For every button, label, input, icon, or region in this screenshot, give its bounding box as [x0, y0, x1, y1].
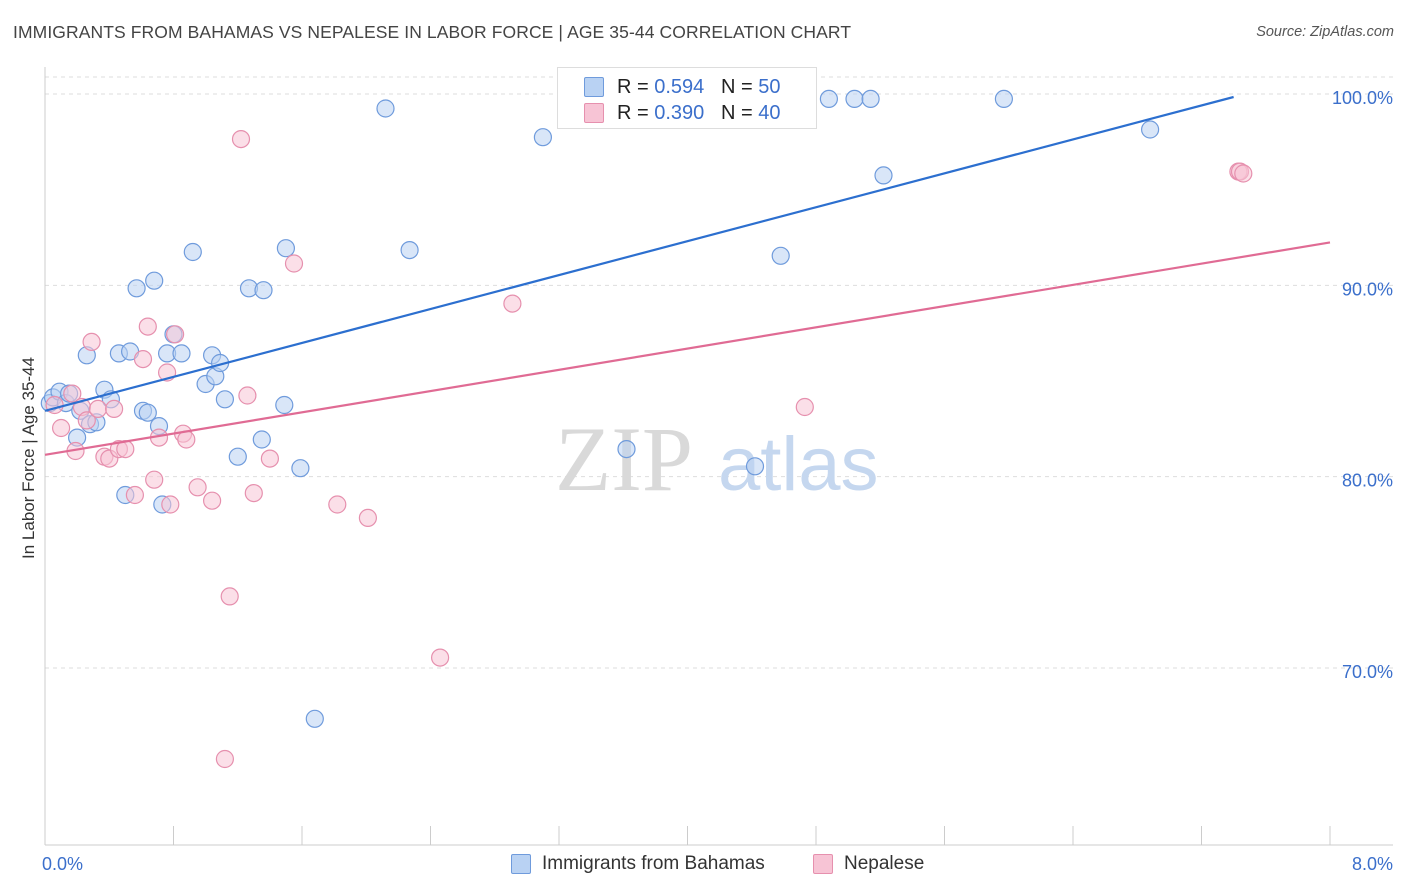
nepalese-point — [284, 254, 304, 273]
nepalese-point — [795, 397, 814, 417]
bahamas-point — [183, 242, 202, 262]
nepalese-point — [215, 749, 234, 769]
nepalese-point — [1234, 164, 1253, 183]
trend-lines — [44, 95, 1331, 456]
bahamas-point — [305, 709, 324, 728]
nepalese-point — [104, 399, 124, 418]
bahamas-point — [771, 246, 790, 265]
bahamas-point — [819, 89, 839, 109]
nepalese-point — [328, 495, 347, 514]
legend-swatch-blue — [584, 77, 604, 97]
nepalese-point — [63, 384, 82, 403]
axes — [44, 67, 1393, 846]
bahamas-point — [745, 457, 765, 476]
bahamas-point — [617, 440, 636, 459]
bahamas-trend-line — [44, 95, 1234, 412]
nepalese-point — [88, 399, 108, 418]
legend-n-label: N = — [720, 102, 759, 124]
bahamas-point — [994, 89, 1014, 109]
tick-labels: 70.0% 80.0% 90.0% 100.0% 0.0% 8.0% — [42, 88, 1393, 874]
series-name-bahamas: Immigrants from Bahamas — [542, 853, 765, 874]
nepalese-point — [82, 332, 101, 351]
x-tick-label-min: 0.0% — [42, 854, 83, 874]
bahamas-point — [215, 390, 234, 409]
nepalese-point — [161, 495, 180, 514]
bahamas-point — [400, 241, 419, 260]
nepalese-point — [166, 325, 185, 344]
nepalese-point — [138, 317, 157, 336]
y-axis-label: In Labor Force | Age 35-44 — [19, 357, 38, 559]
bahamas-point — [861, 89, 880, 109]
nepalese-point — [77, 411, 96, 430]
nepalese-trend-line — [44, 241, 1331, 456]
bahamas-point — [228, 447, 247, 466]
chart-title: IMMIGRANTS FROM BAHAMAS VS NEPALESE IN L… — [13, 22, 852, 42]
legend-n-value: 40 — [758, 102, 781, 124]
source-credit: Source: ZipAtlas.com — [1256, 24, 1394, 40]
legend-n-value: 50 — [758, 76, 781, 98]
y-tick-label: 70.0% — [1342, 662, 1393, 682]
bahamas-point — [533, 128, 553, 147]
legend-r-value: 0.594 — [654, 76, 705, 98]
bahamas-point — [127, 279, 146, 298]
nepalese-point — [238, 386, 257, 405]
y-tick-label: 80.0% — [1342, 471, 1393, 491]
y-tick-label: 100.0% — [1332, 88, 1393, 108]
stats-legend: R = 0.594 N = 50 R = 0.390 N = 40 — [557, 67, 817, 129]
bahamas-point — [376, 99, 395, 118]
bahamas-point — [275, 395, 294, 415]
gridlines — [45, 76, 1393, 669]
watermark-zip: ZIP — [555, 408, 693, 510]
x-tick-label-max: 8.0% — [1352, 854, 1393, 874]
nepalese-point — [203, 491, 222, 510]
bahamas-point — [145, 271, 164, 290]
bahamas-point — [276, 239, 295, 258]
bahamas-point — [1140, 120, 1160, 139]
series-swatch-pink — [813, 854, 833, 874]
bahamas-point — [254, 281, 273, 300]
nepalese-point — [188, 478, 207, 497]
nepalese-point — [220, 587, 239, 606]
legend-n-label: N = — [720, 76, 759, 98]
nepalese-point — [431, 648, 450, 667]
nepalese-point — [358, 508, 377, 528]
bahamas-point — [874, 166, 893, 185]
bahamas-point — [845, 89, 864, 109]
legend-r-label: R = — [617, 76, 655, 98]
legend-r-label: R = — [617, 102, 655, 124]
watermark: ZIP atlas — [555, 408, 879, 510]
nepalese-point — [51, 418, 71, 438]
nepalese-point — [125, 485, 144, 505]
legend-swatch-pink — [584, 103, 604, 123]
nepalese-point — [177, 430, 196, 449]
watermark-atlas: atlas — [718, 422, 879, 507]
nepalese-point — [503, 294, 522, 313]
series-name-nepalese: Nepalese — [844, 853, 925, 874]
nepalese-point — [133, 350, 153, 369]
nepalese-point — [260, 449, 279, 468]
bahamas-point — [291, 459, 310, 478]
bahamas-point — [252, 430, 271, 449]
series-swatch-blue — [511, 854, 531, 874]
nepalese-point — [231, 130, 251, 149]
legend-r-value: 0.390 — [654, 102, 705, 124]
nepalese-point — [244, 484, 263, 503]
y-tick-label: 90.0% — [1342, 279, 1393, 299]
bahamas-point — [138, 403, 157, 422]
bahamas-point — [172, 344, 191, 363]
nepalese-point — [145, 470, 164, 489]
